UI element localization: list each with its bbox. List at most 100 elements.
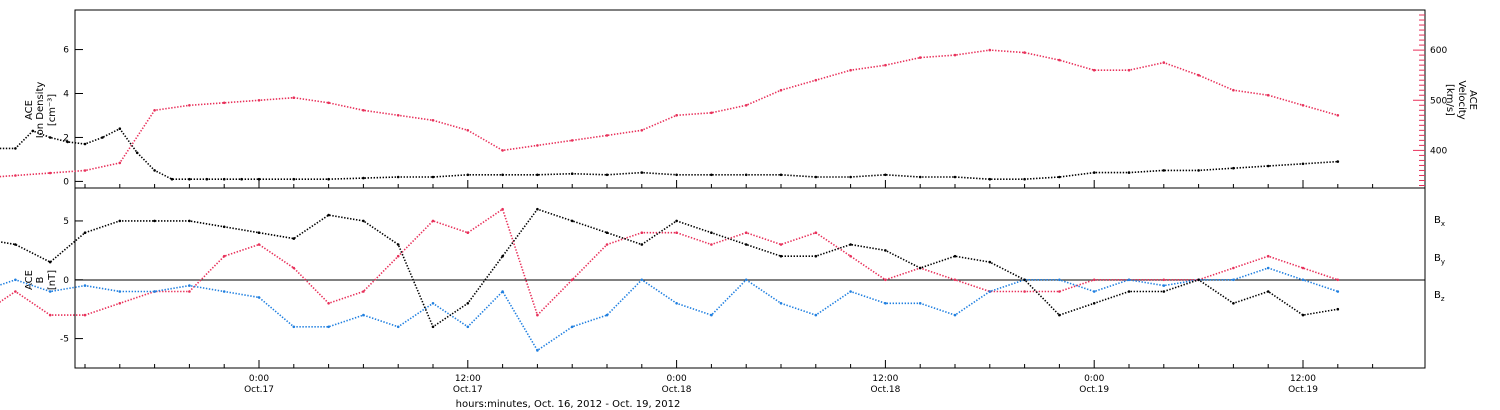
by-point-26 [744,278,748,282]
by-point-19 [501,290,504,293]
bz-point-42 [1301,266,1305,270]
density-point-43 [918,175,922,179]
bx-point-29 [849,243,852,246]
bz-point-12 [257,243,261,246]
bz-point-40 [1232,266,1235,270]
bx-point-15 [362,219,365,223]
by-point-33 [988,290,992,293]
density-point-26 [327,177,330,181]
density-point-50 [1162,169,1166,172]
generated-marks: 0246400500600-5050:00Oct.1712:00Oct.170:… [0,14,1447,395]
density-trace [0,127,1338,180]
legend-by: By [1434,253,1445,266]
bz-point-30 [884,278,887,282]
bx-point-23 [640,243,644,246]
bz-trace [0,207,1339,317]
density-point-35 [640,171,644,174]
by-trace [0,267,1339,352]
density-point-36 [675,173,678,177]
velocity-point-8 [118,161,122,165]
density-point-19 [170,177,174,181]
bz-point-38 [1162,278,1166,282]
velocity-ytick-label-1: 500 [1430,96,1447,106]
xtick-time-5: 12:00 [1290,374,1316,384]
density-point-39 [779,173,783,177]
bx-point-19 [501,254,504,258]
velocity-point-11 [222,101,226,105]
b-axis-label: ACE B [nT] [24,270,58,290]
bz-point-20 [536,313,539,317]
bz-point-7 [83,313,87,317]
bz-point-34 [1023,290,1026,293]
xtick-date-3: Oct.18 [870,385,900,395]
bz-point-36 [1092,278,1096,282]
by-point-36 [1092,290,1096,293]
by-point-14 [327,325,330,329]
by-point-16 [396,325,400,329]
by-point-28 [814,313,818,317]
b-ytick-label-1: 0 [63,276,69,286]
bx-point-17 [431,325,435,329]
bx-point-40 [1232,302,1235,305]
xtick-time-3: 12:00 [872,374,898,384]
bx-point-28 [814,254,818,258]
bz-point-5 [14,290,17,293]
top-panel-frame [74,9,1426,189]
density-point-27 [362,176,365,180]
density-point-21 [205,177,209,181]
by-point-18 [466,325,470,329]
density-point-30 [466,173,470,177]
velocity-point-34 [1023,51,1026,54]
legend-bz-letter: B [1434,290,1441,301]
bx-point-37 [1127,290,1131,293]
velocity-point-20 [536,144,539,147]
bz-point-27 [779,243,783,246]
velocity-point-13 [292,96,296,99]
velocity-point-32 [953,53,957,57]
bz-point-35 [1058,290,1061,293]
density-point-51 [1197,169,1200,172]
density-point-48 [1092,171,1096,174]
by-point-35 [1058,278,1061,282]
velocity-point-42 [1301,104,1305,107]
bx-point-36 [1092,302,1096,305]
bx-point-30 [884,249,887,252]
bx-point-11 [222,225,226,229]
bz-point-8 [118,302,122,305]
bz-point-17 [431,219,435,223]
bz-point-19 [501,207,504,211]
by-point-9 [153,290,156,293]
density-point-16 [118,127,122,130]
bz-point-16 [396,254,400,258]
velocity-point-41 [1266,93,1270,97]
density-point-47 [1058,175,1061,179]
velocity-point-35 [1058,58,1061,62]
bx-point-22 [605,231,609,234]
bx-point-16 [396,243,400,246]
bx-point-9 [153,219,156,223]
bx-point-10 [188,219,191,223]
velocity-point-6 [48,171,52,175]
density-point-42 [884,173,887,177]
legend-by-letter: B [1434,253,1441,264]
density-point-54 [1301,162,1305,166]
legend-bz-sub: z [1441,295,1445,303]
density-point-38 [744,173,748,177]
density-point-32 [536,173,539,177]
density-point-28 [396,175,400,179]
xtick-date-2: Oct.18 [662,385,692,395]
by-point-21 [570,325,574,329]
velocity-point-40 [1232,88,1235,92]
bx-point-42 [1301,313,1305,317]
density-point-45 [988,177,992,181]
velocity-point-31 [918,56,922,59]
by-point-42 [1301,278,1305,282]
velocity-point-16 [396,114,400,117]
velocity-point-10 [188,104,191,107]
by-point-12 [257,296,261,299]
density-point-18 [153,169,156,172]
by-point-24 [675,302,678,305]
bx-point-21 [570,219,574,223]
legend-bx-sub: x [1441,220,1445,228]
by-point-10 [188,284,191,287]
